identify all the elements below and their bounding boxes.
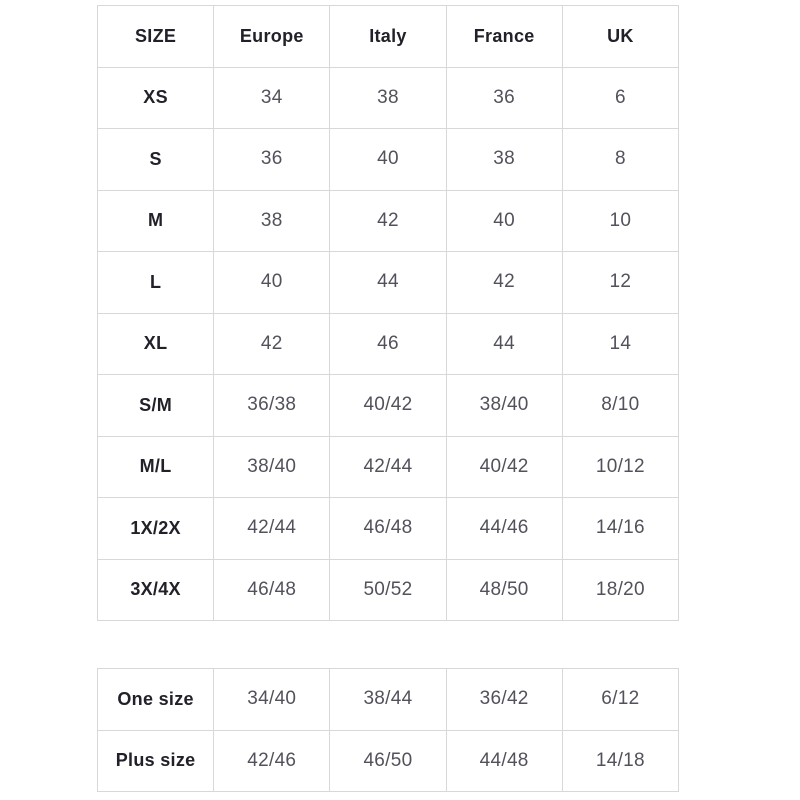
value-cell: 42/46 [213, 729, 331, 792]
value-cell: 34 [213, 66, 331, 129]
value-cell: 38/44 [329, 668, 447, 731]
header-cell-size: SIZE [96, 5, 215, 68]
value-cell: 36 [445, 66, 563, 129]
value-cell: 14/18 [561, 729, 680, 792]
value-cell: 44 [445, 312, 563, 375]
value-cell: 8 [561, 128, 680, 191]
value-cell: 40/42 [329, 374, 447, 437]
value-cell: 38 [445, 128, 563, 191]
value-cell: 36 [213, 128, 331, 191]
value-cell: 36/38 [213, 374, 331, 437]
size-label-cell: M [96, 189, 215, 252]
size-conversion-table: SIZE Europe Italy France UK XS 34 38 36 … [96, 5, 680, 621]
table-row: L 40 44 42 12 [96, 251, 680, 314]
table-row: 3X/4X 46/48 50/52 48/50 18/20 [96, 558, 680, 621]
size-label-cell: S [96, 128, 215, 191]
size-label-cell: M/L [96, 435, 215, 498]
size-label-cell: Plus size [96, 729, 215, 792]
value-cell: 44/48 [445, 729, 563, 792]
value-cell: 14 [561, 312, 680, 375]
table-row: M/L 38/40 42/44 40/42 10/12 [96, 435, 680, 498]
value-cell: 10 [561, 189, 680, 252]
value-cell: 46 [329, 312, 447, 375]
value-cell: 6/12 [561, 668, 680, 731]
value-cell: 42 [329, 189, 447, 252]
value-cell: 8/10 [561, 374, 680, 437]
value-cell: 10/12 [561, 435, 680, 498]
size-label-cell: 1X/2X [96, 497, 215, 560]
table-row: S 36 40 38 8 [96, 128, 680, 191]
header-cell-france: France [445, 5, 563, 68]
size-conversion-table-container: SIZE Europe Italy France UK XS 34 38 36 … [96, 5, 680, 621]
value-cell: 38/40 [213, 435, 331, 498]
value-cell: 42/44 [329, 435, 447, 498]
value-cell: 46/48 [329, 497, 447, 560]
value-cell: 40 [445, 189, 563, 252]
size-label-cell: XS [96, 66, 215, 129]
header-cell-italy: Italy [329, 5, 447, 68]
value-cell: 40 [329, 128, 447, 191]
value-cell: 38 [329, 66, 447, 129]
value-cell: 42/44 [213, 497, 331, 560]
value-cell: 36/42 [445, 668, 563, 731]
value-cell: 46/48 [213, 558, 331, 621]
table-row: XL 42 46 44 14 [96, 312, 680, 375]
table-row: M 38 42 40 10 [96, 189, 680, 252]
value-cell: 14/16 [561, 497, 680, 560]
value-cell: 44 [329, 251, 447, 314]
value-cell: 44/46 [445, 497, 563, 560]
size-label-cell: 3X/4X [96, 558, 215, 621]
table-row: XS 34 38 36 6 [96, 66, 680, 129]
header-cell-europe: Europe [213, 5, 331, 68]
value-cell: 42 [445, 251, 563, 314]
size-label-cell: One size [96, 668, 215, 731]
table-header-row: SIZE Europe Italy France UK [96, 5, 680, 68]
value-cell: 48/50 [445, 558, 563, 621]
size-label-cell: XL [96, 312, 215, 375]
table-row: Plus size 42/46 46/50 44/48 14/18 [96, 729, 680, 792]
value-cell: 38/40 [445, 374, 563, 437]
value-cell: 46/50 [329, 729, 447, 792]
header-cell-uk: UK [561, 5, 680, 68]
value-cell: 50/52 [329, 558, 447, 621]
value-cell: 40 [213, 251, 331, 314]
value-cell: 38 [213, 189, 331, 252]
value-cell: 34/40 [213, 668, 331, 731]
table-row: S/M 36/38 40/42 38/40 8/10 [96, 374, 680, 437]
size-label-cell: S/M [96, 374, 215, 437]
value-cell: 6 [561, 66, 680, 129]
value-cell: 18/20 [561, 558, 680, 621]
special-sizes-table-container: One size 34/40 38/44 36/42 6/12 Plus siz… [96, 668, 680, 792]
size-label-cell: L [96, 251, 215, 314]
value-cell: 42 [213, 312, 331, 375]
table-row: One size 34/40 38/44 36/42 6/12 [96, 668, 680, 731]
table-row: 1X/2X 42/44 46/48 44/46 14/16 [96, 497, 680, 560]
value-cell: 12 [561, 251, 680, 314]
special-sizes-table: One size 34/40 38/44 36/42 6/12 Plus siz… [96, 668, 680, 792]
value-cell: 40/42 [445, 435, 563, 498]
